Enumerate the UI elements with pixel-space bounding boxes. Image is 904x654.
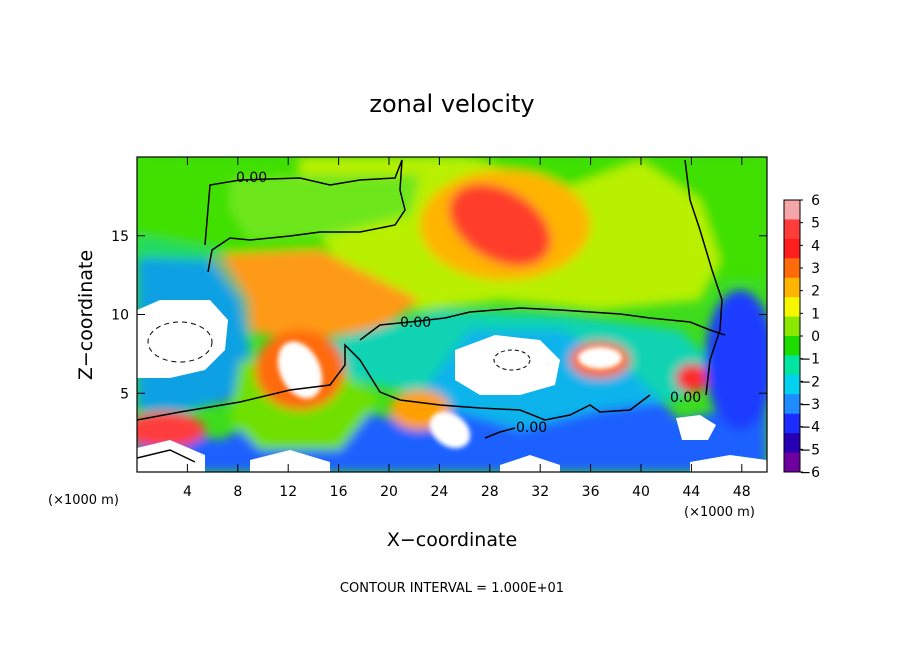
zero-contour-right [684, 159, 723, 396]
y-tick-label: 10 [111, 308, 129, 324]
white-blob-bottom-a [250, 450, 330, 472]
contour-label-upper: 0.00 [236, 170, 267, 186]
colorbar-swatch [784, 336, 800, 356]
x-axis-label: X−coordinate [387, 529, 517, 551]
colorbar: 6 5 4 3 2 1 0 −1 −2 −3 −4 −5 −6 [783, 193, 820, 481]
pink-blob-c [578, 347, 622, 369]
colorbar-swatch [784, 316, 800, 337]
right-blue-blob [705, 290, 767, 430]
x-tick-label: 40 [632, 484, 650, 500]
contour-interval-footer: CONTOUR INTERVAL = 1.000E+01 [340, 581, 564, 596]
dashed-contour-left [147, 321, 213, 363]
colorbar-tick-label: −5 [799, 442, 820, 458]
colorbar-swatch [784, 277, 800, 298]
white-blob-center [455, 335, 560, 395]
contour-label-lower: 0.00 [516, 420, 547, 436]
colorbar-swatch [784, 433, 800, 454]
colorbar-tick-label: 2 [811, 284, 820, 300]
y-tick-label: 15 [111, 229, 129, 245]
contour-label-mid: 0.00 [400, 315, 431, 331]
x-unit-label-right: (×1000 m) [684, 505, 755, 520]
upper-center-green [230, 175, 420, 240]
pink-blob-a [277, 341, 323, 399]
zero-contour-lower [137, 343, 651, 421]
chart-title: zonal velocity [369, 90, 534, 118]
colorbar-tick-label: 0 [811, 329, 820, 345]
contour-label-right: 0.00 [670, 390, 701, 406]
colorbar-swatch [784, 258, 800, 279]
x-tick-label: 20 [380, 484, 398, 500]
zero-contour-bottom [137, 427, 516, 463]
colorbar-swatch [784, 355, 800, 376]
x-tick-label: 24 [430, 484, 448, 500]
colorbar-swatch [784, 219, 800, 240]
mid-orange-band [210, 250, 420, 340]
y-axis: 5 10 15 [111, 229, 767, 402]
colorbar-tick-label: −4 [799, 420, 820, 436]
colorbar-tick-label: 5 [811, 216, 820, 232]
colorbar-swatch [784, 394, 800, 415]
y-tick-label: 5 [120, 386, 129, 402]
colorbar-tick-label: −3 [799, 397, 820, 413]
colorbar-tick-label: 3 [811, 261, 820, 277]
colorbar-swatch [784, 452, 800, 473]
dashed-contour-center [493, 349, 531, 371]
colorbar-swatch [784, 374, 800, 395]
zero-contour-mid [359, 307, 726, 341]
x-tick-label: 16 [330, 484, 348, 500]
x-tick-label: 36 [582, 484, 600, 500]
y-axis-label: Z−coordinate [75, 250, 97, 380]
white-blob-left [137, 300, 228, 378]
white-blob-bottom-b [500, 455, 560, 472]
colorbar-tick-label: −6 [799, 465, 820, 481]
colorbar-tick-label: −1 [799, 352, 820, 368]
colorbar-swatch [784, 238, 800, 259]
colorbar-swatch [784, 200, 800, 220]
colorbar-tick-label: −2 [799, 374, 820, 390]
white-blob-bottom-left [137, 440, 205, 472]
jet-core-inner [449, 184, 551, 266]
pink-blob-b [429, 411, 471, 449]
heatmap-field [137, 157, 767, 472]
x-tick-label: 4 [183, 484, 192, 500]
zero-contour-upper [204, 159, 406, 273]
colorbar-tick-label: 4 [811, 238, 820, 254]
red-blob-right [676, 364, 708, 392]
x-unit-label-left: (×1000 m) [48, 493, 119, 508]
x-tick-label: 28 [481, 484, 499, 500]
x-tick-label: 8 [233, 484, 242, 500]
x-tick-label: 48 [733, 484, 751, 500]
x-tick-label: 44 [682, 484, 700, 500]
colorbar-tick-label: 6 [811, 193, 820, 209]
colorbar-swatch [784, 413, 800, 434]
white-blob-right [676, 415, 716, 440]
colorbar-swatch [784, 297, 800, 318]
white-blob-bottom-c [690, 455, 767, 472]
x-tick-label: 32 [531, 484, 549, 500]
x-axis: 4 8 12 16 20 24 28 32 36 40 44 48 [183, 157, 751, 500]
x-tick-label: 12 [279, 484, 297, 500]
red-blob-left [137, 412, 205, 448]
colorbar-tick-label: 1 [811, 306, 820, 322]
